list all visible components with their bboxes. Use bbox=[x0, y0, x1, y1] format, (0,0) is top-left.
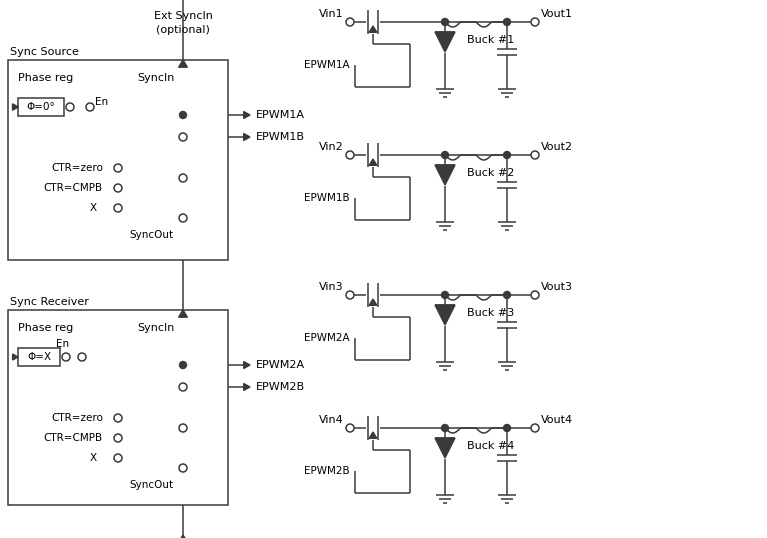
Text: SyncOut: SyncOut bbox=[129, 480, 173, 490]
Text: Vin2: Vin2 bbox=[319, 142, 344, 152]
Circle shape bbox=[503, 292, 511, 299]
Polygon shape bbox=[435, 305, 455, 325]
Polygon shape bbox=[369, 26, 377, 32]
Text: Vin3: Vin3 bbox=[319, 282, 344, 292]
Circle shape bbox=[346, 424, 354, 432]
Circle shape bbox=[179, 133, 187, 141]
Polygon shape bbox=[179, 60, 187, 67]
Circle shape bbox=[531, 291, 539, 299]
Polygon shape bbox=[12, 104, 18, 110]
Text: Buck #2: Buck #2 bbox=[467, 168, 515, 178]
Text: En: En bbox=[95, 97, 109, 107]
Text: Vout2: Vout2 bbox=[541, 142, 573, 152]
Circle shape bbox=[442, 18, 449, 25]
Text: Sync Source: Sync Source bbox=[10, 47, 79, 57]
Polygon shape bbox=[244, 111, 250, 118]
Polygon shape bbox=[435, 438, 455, 458]
Circle shape bbox=[62, 353, 70, 361]
Circle shape bbox=[531, 18, 539, 26]
Circle shape bbox=[346, 291, 354, 299]
Circle shape bbox=[66, 103, 74, 111]
Text: Buck #1: Buck #1 bbox=[467, 35, 514, 45]
Polygon shape bbox=[244, 362, 250, 369]
Text: X: X bbox=[90, 203, 97, 213]
Text: Ext SyncIn: Ext SyncIn bbox=[153, 11, 212, 21]
Polygon shape bbox=[435, 165, 455, 185]
Polygon shape bbox=[178, 535, 188, 538]
Text: Vin4: Vin4 bbox=[319, 415, 344, 425]
Text: EPWM2B: EPWM2B bbox=[256, 382, 305, 392]
Circle shape bbox=[179, 424, 187, 432]
Polygon shape bbox=[435, 32, 455, 52]
Circle shape bbox=[114, 204, 122, 212]
Text: CTR=CMPB: CTR=CMPB bbox=[44, 433, 103, 443]
Circle shape bbox=[86, 103, 94, 111]
Circle shape bbox=[179, 383, 187, 391]
Text: EPWM1B: EPWM1B bbox=[304, 193, 350, 203]
Bar bbox=[18, 98, 64, 116]
Circle shape bbox=[114, 434, 122, 442]
Polygon shape bbox=[244, 384, 250, 391]
Circle shape bbox=[179, 214, 187, 222]
Text: EPWM1A: EPWM1A bbox=[256, 110, 305, 120]
Polygon shape bbox=[369, 432, 377, 438]
Bar bbox=[8, 310, 228, 505]
Circle shape bbox=[114, 164, 122, 172]
Text: EPWM2A: EPWM2A bbox=[256, 360, 305, 370]
Text: Vout3: Vout3 bbox=[541, 282, 573, 292]
Polygon shape bbox=[369, 299, 377, 305]
Polygon shape bbox=[179, 310, 187, 317]
Text: (optional): (optional) bbox=[156, 25, 210, 35]
Circle shape bbox=[114, 184, 122, 192]
Circle shape bbox=[179, 362, 186, 369]
Text: Sync Receiver: Sync Receiver bbox=[10, 297, 89, 307]
Text: CTR=zero: CTR=zero bbox=[51, 163, 103, 173]
Text: EPWM1A: EPWM1A bbox=[304, 60, 350, 70]
Text: Φ=X: Φ=X bbox=[27, 352, 51, 362]
Circle shape bbox=[442, 292, 449, 299]
Polygon shape bbox=[12, 354, 18, 360]
Circle shape bbox=[503, 152, 511, 159]
Bar bbox=[18, 348, 60, 366]
Text: CTR=zero: CTR=zero bbox=[51, 413, 103, 423]
Text: Buck #4: Buck #4 bbox=[467, 441, 515, 451]
Circle shape bbox=[179, 464, 187, 472]
Text: CTR=CMPB: CTR=CMPB bbox=[44, 183, 103, 193]
Circle shape bbox=[442, 424, 449, 431]
Bar bbox=[8, 60, 228, 260]
Text: Phase reg: Phase reg bbox=[18, 73, 74, 83]
Circle shape bbox=[78, 353, 86, 361]
Text: SyncOut: SyncOut bbox=[129, 230, 173, 240]
Circle shape bbox=[114, 414, 122, 422]
Text: SyncIn: SyncIn bbox=[137, 73, 175, 83]
Text: Phase reg: Phase reg bbox=[18, 323, 74, 333]
Circle shape bbox=[503, 18, 511, 25]
Circle shape bbox=[179, 174, 187, 182]
Text: Vin1: Vin1 bbox=[319, 9, 344, 19]
Text: X: X bbox=[90, 453, 97, 463]
Circle shape bbox=[503, 424, 511, 431]
Text: EPWM2A: EPWM2A bbox=[304, 333, 350, 343]
Circle shape bbox=[114, 454, 122, 462]
Text: Vout1: Vout1 bbox=[541, 9, 573, 19]
Circle shape bbox=[531, 151, 539, 159]
Text: EPWM2B: EPWM2B bbox=[304, 466, 350, 476]
Circle shape bbox=[346, 18, 354, 26]
Polygon shape bbox=[369, 159, 377, 165]
Polygon shape bbox=[12, 104, 18, 110]
Text: Φ=0°: Φ=0° bbox=[27, 102, 55, 112]
Text: SyncIn: SyncIn bbox=[137, 323, 175, 333]
Text: EPWM1B: EPWM1B bbox=[256, 132, 305, 142]
Text: Vout4: Vout4 bbox=[541, 415, 573, 425]
Circle shape bbox=[442, 152, 449, 159]
Text: En: En bbox=[57, 339, 70, 349]
Circle shape bbox=[531, 424, 539, 432]
Text: Buck #3: Buck #3 bbox=[467, 308, 514, 318]
Circle shape bbox=[346, 151, 354, 159]
Polygon shape bbox=[244, 133, 250, 140]
Circle shape bbox=[179, 111, 186, 118]
